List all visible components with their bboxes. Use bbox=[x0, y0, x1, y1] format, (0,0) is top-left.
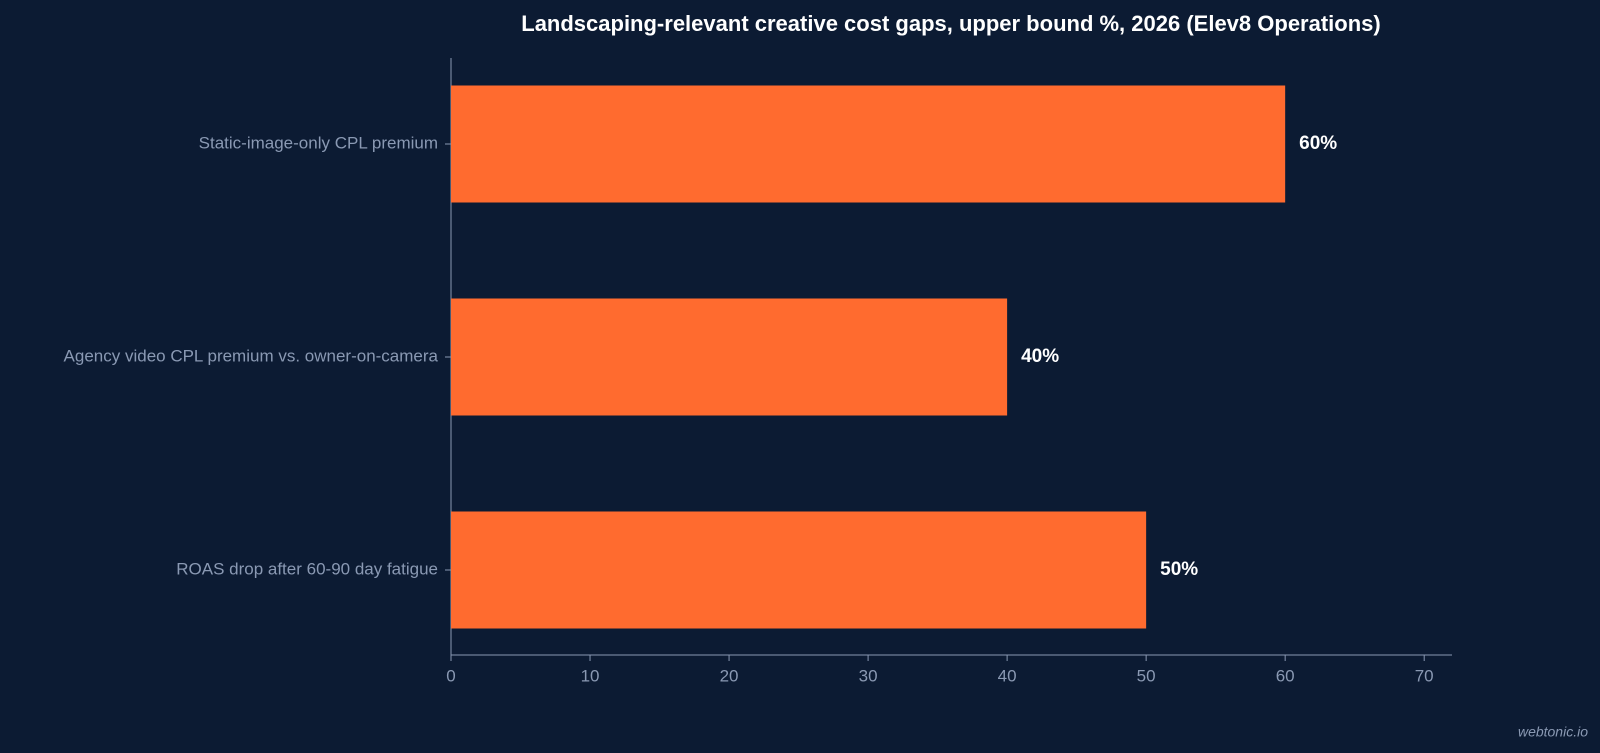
y-tick-label: ROAS drop after 60-90 day fatigue bbox=[176, 559, 438, 578]
bar bbox=[451, 298, 1008, 416]
x-tick-label: 20 bbox=[720, 666, 739, 685]
x-tick-label: 50 bbox=[1137, 666, 1156, 685]
y-tick-label: Static-image-only CPL premium bbox=[199, 133, 438, 152]
y-tick-label: Agency video CPL premium vs. owner-on-ca… bbox=[64, 346, 439, 365]
x-tick-label: 60 bbox=[1276, 666, 1295, 685]
value-label: 60% bbox=[1299, 133, 1337, 154]
value-label: 40% bbox=[1021, 346, 1059, 367]
bar bbox=[451, 85, 1286, 203]
watermark: webtonic.io bbox=[1518, 724, 1588, 740]
x-tick-label: 40 bbox=[998, 666, 1017, 685]
x-tick-label: 70 bbox=[1415, 666, 1434, 685]
x-tick-label: 10 bbox=[581, 666, 600, 685]
value-label: 50% bbox=[1160, 559, 1198, 580]
bar bbox=[451, 511, 1147, 629]
x-tick-label: 0 bbox=[446, 666, 455, 685]
x-tick-label: 30 bbox=[859, 666, 878, 685]
chart-title: Landscaping-relevant creative cost gaps,… bbox=[521, 11, 1380, 36]
